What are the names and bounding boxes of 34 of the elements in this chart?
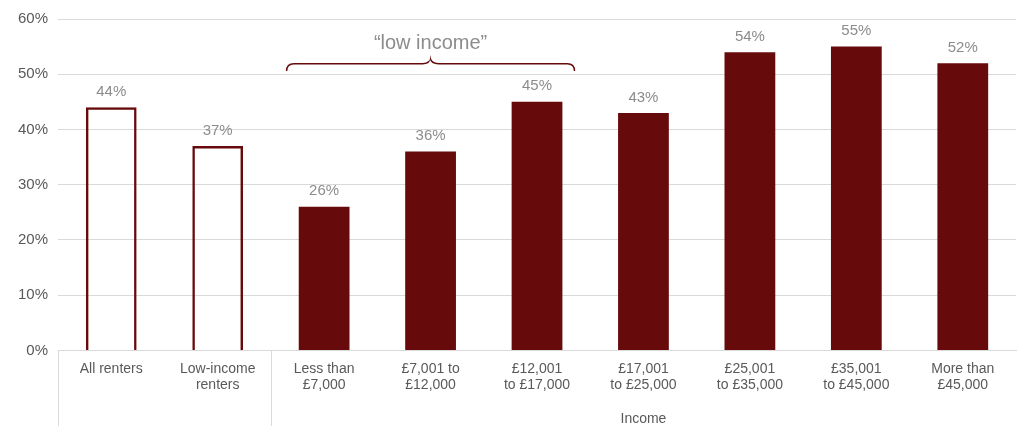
data-label: 54%	[734, 26, 765, 44]
y-tick-label: 0%	[26, 340, 49, 358]
x-tick-label: More than £45,000	[931, 359, 995, 393]
bar	[405, 151, 456, 350]
data-label: 52%	[947, 37, 978, 55]
x-tick-label: Less than £7,000	[293, 359, 355, 393]
data-label: 55%	[841, 21, 872, 39]
data-label: 26%	[309, 181, 340, 199]
data-label: 37%	[202, 120, 233, 138]
data-label: 36%	[415, 126, 446, 144]
y-tick-label: 40%	[17, 119, 49, 137]
x-tick-label: Low-income renters	[179, 359, 256, 393]
x-tick-label: All renters	[79, 359, 143, 376]
y-tick-label: 50%	[17, 64, 49, 82]
y-tick-label: 30%	[17, 174, 49, 192]
data-label: 45%	[522, 76, 553, 94]
x-tick-label: £35,001 to £45,000	[823, 359, 890, 393]
x-tick-label: £7,001 to £12,000	[401, 359, 460, 393]
data-label: 43%	[628, 87, 659, 105]
data-label: 44%	[96, 82, 127, 100]
x-axis-title: Income	[620, 409, 667, 426]
x-tick-label: £25,001 to £35,000	[716, 359, 784, 393]
x-tick-label: £17,001 to £25,000	[610, 359, 677, 393]
bar	[937, 63, 989, 350]
y-tick-label: 60%	[17, 9, 49, 27]
bar	[830, 46, 882, 350]
bar	[724, 52, 776, 350]
y-tick-label: 20%	[17, 230, 49, 248]
bar	[511, 101, 563, 350]
annotation: “low income”	[373, 30, 488, 53]
x-tick-label: £12,001 to £17,000	[503, 359, 571, 393]
y-tick-label: 10%	[17, 285, 49, 303]
bar	[618, 112, 669, 350]
bar	[298, 206, 350, 350]
